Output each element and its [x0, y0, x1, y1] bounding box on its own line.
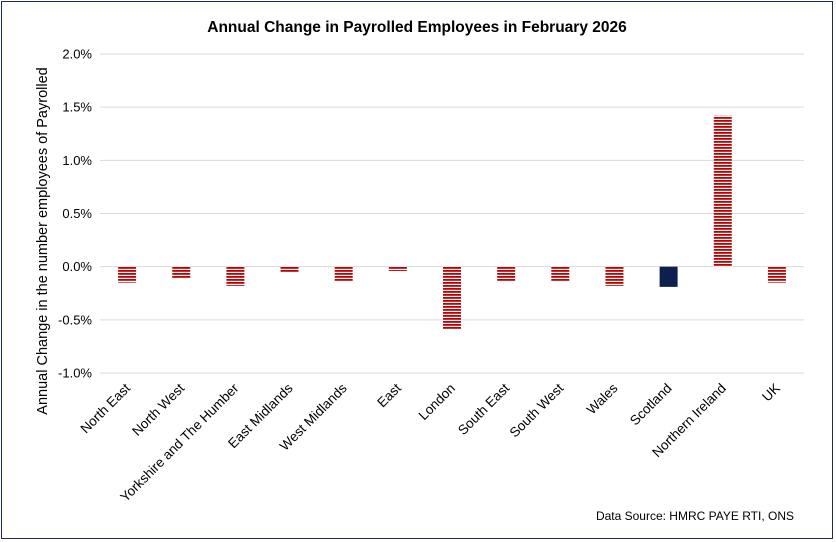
bar-london [443, 266, 461, 330]
y-tick-label: 2.0% [62, 47, 92, 62]
x-category-label: South East [455, 380, 512, 437]
y-tick-label: -1.0% [58, 366, 92, 381]
y-axis-ticks: 2.0% 1.5% 1.0% 0.5% 0.0% -0.5% -1.0% [58, 47, 92, 381]
x-category-label: North West [129, 380, 187, 438]
x-category-label: East [374, 380, 404, 410]
bar-east [388, 266, 407, 271]
y-tick-label: -0.5% [58, 312, 92, 327]
x-category-label: Scotland [627, 381, 675, 429]
x-category-label: North East [77, 380, 133, 436]
y-tick-label: 1.5% [62, 100, 92, 115]
bar-south-west [551, 266, 570, 282]
data-source-note: Data Source: HMRC PAYE RTI, ONS [595, 509, 794, 523]
bar-east-midlands [280, 266, 299, 272]
bars [118, 115, 786, 330]
gridlines [100, 53, 804, 374]
x-category-label: Wales [584, 380, 621, 417]
y-tick-label: 1.0% [62, 153, 92, 168]
bar-north-east [118, 266, 137, 283]
bar-wales [605, 266, 624, 286]
x-category-label: London [416, 381, 458, 423]
x-category-label: South West [507, 380, 567, 440]
bar-south-east [497, 266, 516, 282]
chart-title: Annual Change in Payrolled Employees in … [207, 19, 627, 36]
bar-uk [767, 266, 786, 283]
x-category-label: UK [759, 381, 783, 405]
bar-yorkshire-and-the-humber [226, 266, 245, 286]
bar-north-west [172, 266, 191, 279]
y-tick-label: 0.5% [62, 206, 92, 221]
bar-scotland [659, 266, 678, 287]
bar-northern-ireland [713, 115, 732, 267]
y-tick-label: 0.0% [62, 259, 92, 274]
bar-west-midlands [334, 266, 353, 282]
